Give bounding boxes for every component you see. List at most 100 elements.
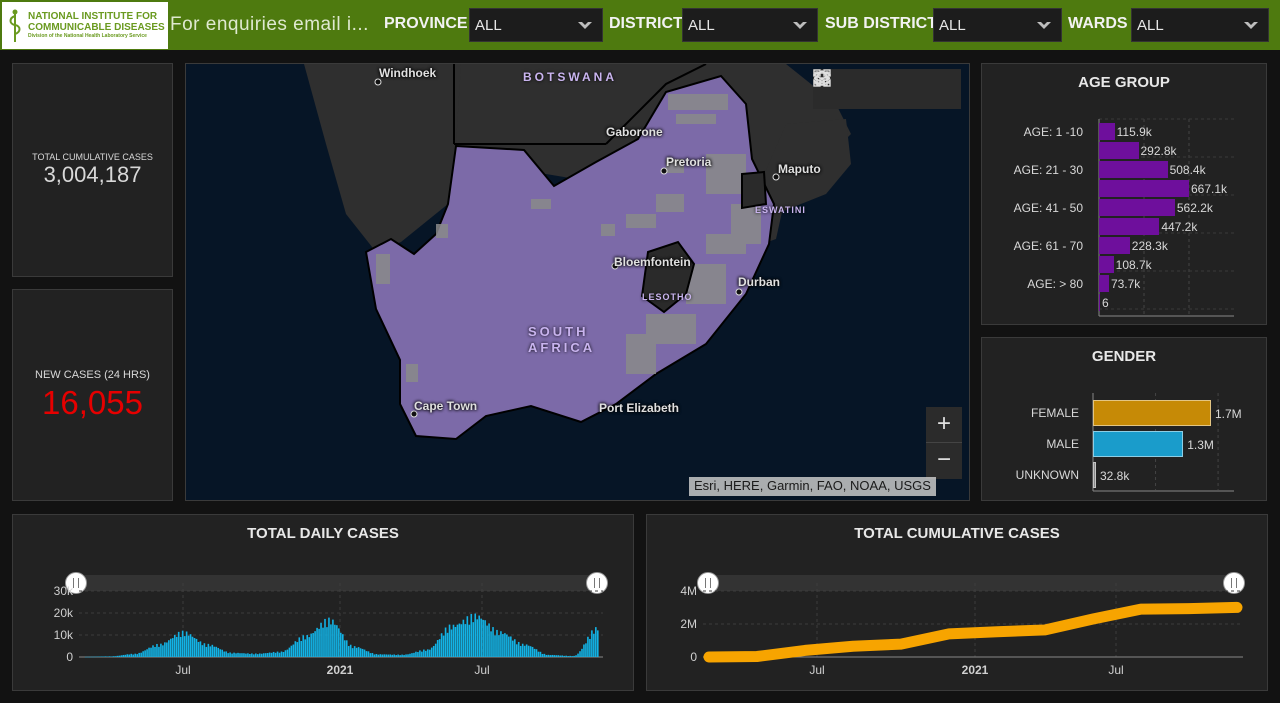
header-bar: NATIONAL INSTITUTE FOR COMMUNICABLE DISE… <box>0 0 1280 50</box>
daily-bar <box>579 651 581 657</box>
daily-bar <box>458 623 461 657</box>
covid-map[interactable]: Windhoek BOTSWANA Gaborone Pretoria Mapu… <box>185 63 970 501</box>
daily-bar <box>251 653 253 657</box>
chevron-down-icon <box>578 20 592 29</box>
age-bar <box>1099 294 1100 311</box>
daily-cases-chart[interactable]: 30k 20k 10k 0 Jul 2021 Jul <box>13 515 635 692</box>
age-bar-value: 562.2k <box>1176 201 1213 215</box>
daily-slider-end-handle[interactable] <box>586 572 608 594</box>
legend-button[interactable] <box>814 72 883 102</box>
daily-bar <box>112 656 115 657</box>
daily-bar <box>203 643 206 657</box>
map-label-maputo: Maputo <box>778 162 821 176</box>
daily-bar <box>452 624 455 657</box>
daily-bar <box>138 652 140 657</box>
daily-bar <box>199 641 202 657</box>
cumulative-date-slider[interactable] <box>709 575 1235 591</box>
daily-bar <box>436 639 439 657</box>
daily-bar <box>583 644 585 657</box>
daily-bar <box>597 630 599 657</box>
layers-button[interactable] <box>813 70 917 102</box>
daily-bar <box>322 627 324 657</box>
cumulative-cases-panel: TOTAL CUMULATIVE CASES 4M 2M 0 Jul 2021 Jul <box>646 514 1268 691</box>
daily-bar <box>260 653 263 657</box>
new-cases-value: 16,055 <box>42 384 143 421</box>
daily-bar <box>100 656 103 657</box>
daily-bar <box>577 653 579 657</box>
age-bar-value: 228.3k <box>1131 239 1168 253</box>
daily-bar <box>336 625 338 657</box>
daily-bar <box>567 656 569 657</box>
wards-select[interactable]: ALL <box>1131 8 1269 42</box>
daily-bar <box>521 643 524 657</box>
daily-bar <box>255 653 257 657</box>
daily-bar <box>470 613 473 657</box>
gender-axis-label: FEMALE <box>1030 406 1079 420</box>
daily-bar <box>375 654 378 657</box>
age-bar-value: 108.7k <box>1115 258 1152 272</box>
daily-cases-panel: TOTAL DAILY CASES 30k 20k 10k 0 Jul 2021 Jul <box>12 514 634 691</box>
daily-bar <box>130 653 133 657</box>
wards-label: WARDS <box>1068 15 1128 32</box>
daily-bar <box>213 646 216 657</box>
daily-bar <box>434 643 437 657</box>
daily-bar <box>573 655 575 657</box>
daily-bar <box>156 643 158 657</box>
daily-bar <box>128 654 131 657</box>
daily-bar <box>170 638 172 657</box>
cumulative-slider-end-handle[interactable] <box>1223 572 1245 594</box>
daily-bar <box>531 646 534 657</box>
province-label: PROVINCE <box>384 15 468 32</box>
daily-bar <box>88 656 91 658</box>
district-select[interactable]: ALL <box>682 8 818 42</box>
basemap-gallery-button[interactable] <box>813 69 951 102</box>
gender-bar <box>1093 431 1184 457</box>
daily-bar <box>515 644 518 657</box>
daily-bar <box>280 651 283 657</box>
chevron-down-icon <box>793 20 807 29</box>
y-tick-label: 0 <box>66 650 73 664</box>
enquiry-text[interactable]: For enquiries email i... <box>170 14 369 35</box>
daily-bar <box>442 635 445 657</box>
daily-bar <box>209 646 212 657</box>
daily-bar <box>278 652 281 657</box>
daily-bar <box>488 623 490 657</box>
daily-bar <box>276 651 279 657</box>
daily-date-slider[interactable] <box>75 575 599 591</box>
map-label-botswana: BOTSWANA <box>523 70 617 84</box>
map-attribution[interactable]: Esri, HERE, Garmin, FAO, NOAA, USGS <box>689 477 936 496</box>
daily-slider-start-handle[interactable] <box>65 572 87 594</box>
age-axis-label: AGE: 1 -10 <box>1023 125 1083 139</box>
chevron-down-icon <box>1244 20 1258 29</box>
sub-district-select[interactable]: ALL <box>933 8 1062 42</box>
daily-bar <box>345 640 348 657</box>
daily-bar <box>379 654 382 657</box>
daily-bar <box>466 616 469 657</box>
total-cases-indicator: TOTAL CUMULATIVE CASES 3,004,187 <box>12 63 173 277</box>
province-select[interactable]: ALL <box>469 8 603 42</box>
daily-bar <box>551 654 554 657</box>
y-tick-label: 20k <box>54 606 74 620</box>
daily-bar <box>85 656 87 658</box>
zoom-out-button[interactable]: − <box>936 446 951 473</box>
daily-bar <box>523 645 526 657</box>
cumulative-slider-start-handle[interactable] <box>697 572 719 594</box>
daily-bar <box>385 654 388 657</box>
daily-bar <box>419 650 421 657</box>
y-tick-label: 30k <box>54 584 74 598</box>
daily-bar <box>591 630 593 657</box>
daily-bar <box>464 624 467 657</box>
daily-bar <box>401 654 403 657</box>
zoom-in-button[interactable]: + <box>926 407 962 443</box>
daily-bar <box>444 627 447 657</box>
daily-bar <box>122 654 125 657</box>
daily-bar <box>227 653 229 657</box>
daily-bar <box>529 646 532 657</box>
cumulative-cases-chart[interactable]: 4M 2M 0 Jul 2021 Jul <box>647 515 1269 692</box>
daily-bar <box>454 626 457 657</box>
daily-bar <box>86 656 89 658</box>
x-tick-label: Jul <box>809 663 824 677</box>
daily-bar <box>148 647 150 657</box>
map-canvas[interactable] <box>186 64 970 501</box>
daily-bar <box>359 648 362 657</box>
